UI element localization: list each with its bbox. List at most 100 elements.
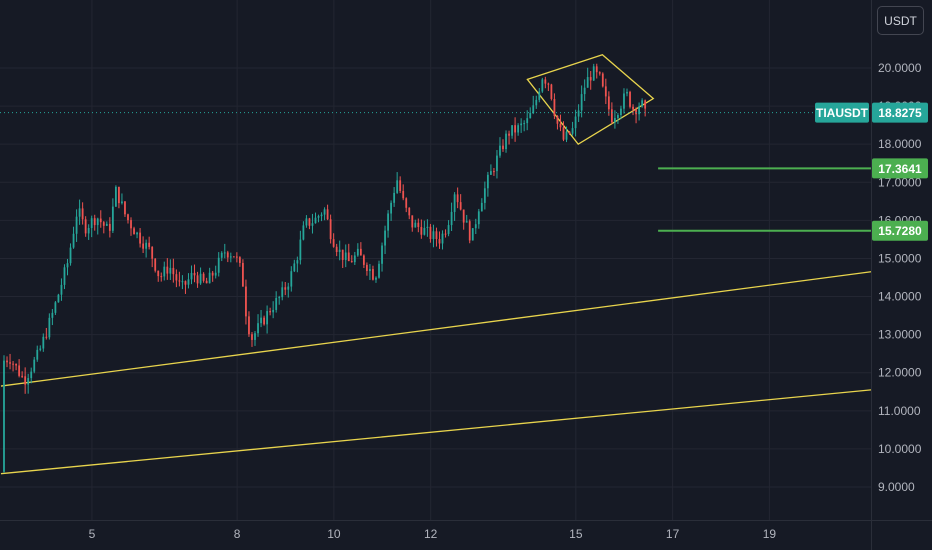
- candle-body[interactable]: [508, 133, 510, 136]
- candle-body[interactable]: [514, 125, 516, 133]
- candle-body[interactable]: [604, 86, 607, 97]
- candle-body[interactable]: [284, 287, 287, 290]
- candle-body[interactable]: [166, 266, 169, 274]
- candle-body[interactable]: [214, 272, 217, 276]
- candle-body[interactable]: [393, 192, 396, 203]
- candle-body[interactable]: [175, 274, 178, 281]
- candle-body[interactable]: [565, 131, 568, 140]
- candle-body[interactable]: [362, 255, 365, 265]
- candle-body[interactable]: [402, 190, 405, 199]
- candle-body[interactable]: [208, 272, 211, 284]
- candle-body[interactable]: [538, 91, 541, 100]
- candle-body[interactable]: [465, 221, 468, 223]
- candle-body[interactable]: [63, 267, 66, 285]
- candle-body[interactable]: [505, 133, 507, 150]
- candle-body[interactable]: [275, 297, 278, 310]
- candle-body[interactable]: [160, 276, 163, 278]
- candle-body[interactable]: [136, 232, 138, 235]
- candle-body[interactable]: [127, 214, 129, 221]
- candle-body[interactable]: [148, 242, 151, 247]
- candle-body[interactable]: [372, 269, 374, 280]
- candle-body[interactable]: [93, 218, 96, 226]
- candle-body[interactable]: [202, 273, 205, 281]
- candle-body[interactable]: [408, 207, 411, 216]
- candle-body[interactable]: [577, 110, 580, 117]
- candle-body[interactable]: [595, 66, 598, 73]
- candle-body[interactable]: [332, 239, 335, 247]
- candle-body[interactable]: [638, 106, 640, 115]
- candle-body[interactable]: [245, 286, 247, 317]
- candle-body[interactable]: [435, 231, 438, 240]
- candle-body[interactable]: [12, 363, 14, 365]
- candle-body[interactable]: [601, 73, 604, 87]
- candle-body[interactable]: [293, 263, 296, 272]
- candle-body[interactable]: [626, 91, 628, 94]
- candle-body[interactable]: [6, 360, 8, 363]
- candle-body[interactable]: [48, 317, 51, 338]
- candle-body[interactable]: [299, 239, 302, 261]
- candle-body[interactable]: [21, 375, 24, 377]
- candle-body[interactable]: [499, 145, 501, 156]
- candle-body[interactable]: [281, 287, 284, 298]
- candle-body[interactable]: [269, 311, 272, 313]
- candle-body[interactable]: [302, 225, 305, 240]
- candle-body[interactable]: [229, 256, 232, 258]
- candle-body[interactable]: [130, 220, 132, 229]
- candle-body[interactable]: [33, 359, 36, 372]
- candle-body[interactable]: [468, 221, 471, 241]
- candle-body[interactable]: [199, 273, 202, 284]
- candle-body[interactable]: [30, 371, 33, 379]
- candle-body[interactable]: [520, 123, 523, 126]
- candle-body[interactable]: [417, 222, 420, 227]
- candle-body[interactable]: [187, 279, 190, 285]
- candle-body[interactable]: [568, 131, 571, 134]
- candle-body[interactable]: [139, 232, 141, 244]
- candle-body[interactable]: [502, 145, 504, 150]
- candle-body[interactable]: [341, 249, 344, 260]
- candle-body[interactable]: [196, 275, 199, 284]
- candle-body[interactable]: [432, 231, 435, 240]
- candle-body[interactable]: [15, 364, 17, 366]
- candle-body[interactable]: [323, 209, 326, 215]
- candle-body[interactable]: [169, 267, 172, 274]
- candle-body[interactable]: [145, 242, 148, 249]
- candle-body[interactable]: [496, 155, 498, 172]
- candle-body[interactable]: [586, 77, 589, 88]
- candle-body[interactable]: [193, 272, 196, 276]
- candle-body[interactable]: [54, 302, 57, 313]
- candle-body[interactable]: [338, 249, 341, 253]
- candle-body[interactable]: [178, 280, 181, 282]
- candle-body[interactable]: [511, 125, 513, 136]
- candle-body[interactable]: [571, 128, 574, 134]
- candle-body[interactable]: [641, 100, 644, 107]
- candle-body[interactable]: [263, 317, 265, 325]
- candle-body[interactable]: [9, 362, 11, 364]
- candle-body[interactable]: [480, 202, 483, 212]
- candle-body[interactable]: [157, 270, 160, 277]
- candle-body[interactable]: [553, 98, 556, 116]
- candle-body[interactable]: [27, 378, 30, 385]
- candle-body[interactable]: [163, 266, 166, 277]
- candle-body[interactable]: [474, 224, 477, 229]
- candle-body[interactable]: [583, 87, 586, 95]
- candle-body[interactable]: [190, 272, 193, 280]
- candle-body[interactable]: [607, 96, 610, 110]
- candle-body[interactable]: [399, 180, 402, 191]
- candle-body[interactable]: [248, 316, 250, 335]
- candle-body[interactable]: [456, 194, 459, 203]
- candle-body[interactable]: [447, 225, 450, 234]
- candle-body[interactable]: [620, 108, 622, 116]
- candle-body[interactable]: [51, 312, 54, 318]
- time-axis[interactable]: 5 8 10 12 15 17 19: [0, 520, 932, 542]
- candle-body[interactable]: [632, 106, 634, 110]
- candle-body[interactable]: [629, 91, 631, 107]
- candle-body[interactable]: [589, 77, 592, 81]
- candle-body[interactable]: [90, 218, 93, 229]
- candle-body[interactable]: [287, 286, 290, 290]
- currency-button[interactable]: USDT: [877, 6, 924, 35]
- candle-body[interactable]: [105, 223, 108, 226]
- candle-body[interactable]: [211, 272, 214, 276]
- candle-body[interactable]: [290, 271, 293, 287]
- candle-body[interactable]: [471, 228, 474, 241]
